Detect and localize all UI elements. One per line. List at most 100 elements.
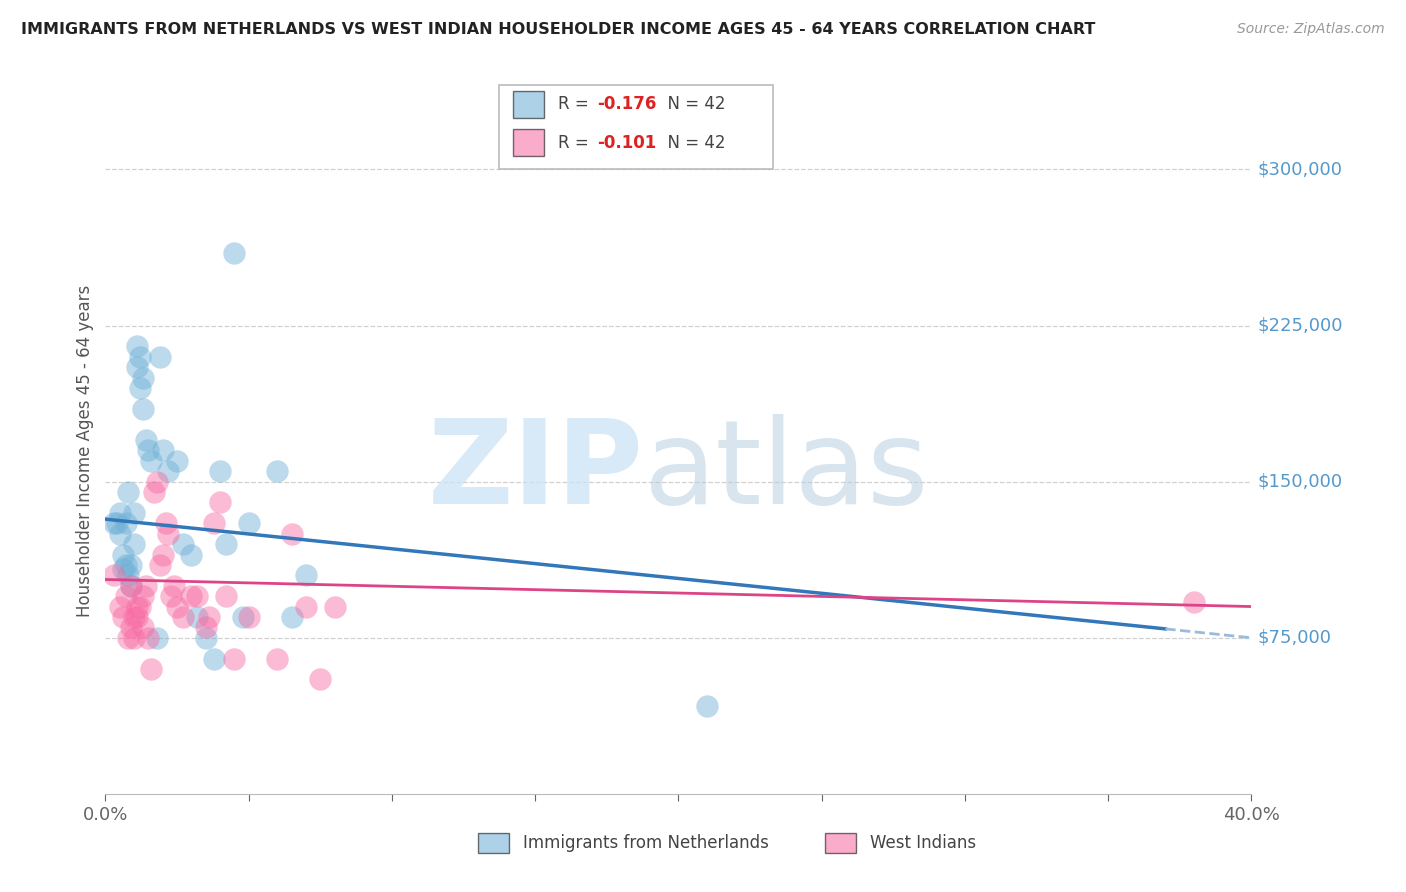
Point — [122, 610, 145, 624]
Point — [120, 620, 142, 634]
Point — [103, 568, 125, 582]
Point — [111, 610, 134, 624]
Point — [111, 562, 134, 576]
Point — [166, 454, 188, 468]
Point — [186, 589, 208, 603]
Point — [224, 245, 246, 260]
Point — [266, 464, 288, 478]
Y-axis label: Householder Income Ages 45 - 64 years: Householder Income Ages 45 - 64 years — [76, 285, 94, 616]
Point — [111, 548, 134, 562]
Point — [186, 610, 208, 624]
Point — [120, 579, 142, 593]
Point — [202, 651, 225, 665]
Text: -0.176: -0.176 — [598, 95, 657, 113]
Point — [172, 537, 194, 551]
Point — [202, 516, 225, 531]
Point — [117, 485, 139, 500]
Point — [103, 516, 125, 531]
Point — [131, 401, 153, 416]
Point — [138, 631, 160, 645]
Point — [120, 558, 142, 572]
Text: N = 42: N = 42 — [657, 95, 725, 113]
Point — [108, 506, 131, 520]
Point — [224, 651, 246, 665]
Text: N = 42: N = 42 — [657, 134, 725, 152]
Point — [131, 589, 153, 603]
Point — [122, 506, 145, 520]
Point — [160, 589, 183, 603]
Text: atlas: atlas — [644, 414, 929, 529]
Point — [238, 610, 260, 624]
Point — [194, 631, 217, 645]
Text: $300,000: $300,000 — [1257, 161, 1343, 178]
Point — [280, 610, 302, 624]
Point — [197, 610, 219, 624]
Point — [696, 699, 718, 714]
Point — [215, 537, 238, 551]
Point — [280, 526, 302, 541]
Point — [125, 599, 148, 614]
Text: R =: R = — [558, 95, 595, 113]
Point — [163, 579, 186, 593]
Point — [295, 599, 318, 614]
Point — [143, 485, 166, 500]
Point — [149, 558, 172, 572]
Text: $225,000: $225,000 — [1257, 317, 1343, 334]
Point — [166, 599, 188, 614]
Point — [138, 443, 160, 458]
Point — [135, 579, 157, 593]
Point — [149, 350, 172, 364]
Point — [155, 516, 177, 531]
Text: West Indians: West Indians — [870, 834, 976, 852]
Point — [114, 558, 136, 572]
Point — [105, 516, 128, 531]
Point — [208, 464, 231, 478]
Point — [215, 589, 238, 603]
Point — [323, 599, 346, 614]
Point — [146, 631, 169, 645]
Text: IMMIGRANTS FROM NETHERLANDS VS WEST INDIAN HOUSEHOLDER INCOME AGES 45 - 64 YEARS: IMMIGRANTS FROM NETHERLANDS VS WEST INDI… — [21, 22, 1095, 37]
Point — [108, 526, 131, 541]
Point — [238, 516, 260, 531]
Point — [122, 631, 145, 645]
Point — [172, 610, 194, 624]
Text: ZIP: ZIP — [427, 414, 644, 529]
Text: R =: R = — [558, 134, 595, 152]
Point — [131, 370, 153, 384]
Text: Immigrants from Netherlands: Immigrants from Netherlands — [523, 834, 769, 852]
Point — [309, 673, 332, 687]
Point — [125, 360, 148, 375]
Point — [180, 548, 202, 562]
Point — [146, 475, 169, 489]
Point — [141, 662, 163, 676]
Text: $150,000: $150,000 — [1257, 473, 1343, 491]
Point — [128, 381, 150, 395]
Point — [114, 516, 136, 531]
Point — [122, 537, 145, 551]
Point — [108, 599, 131, 614]
Point — [232, 610, 254, 624]
Point — [152, 548, 174, 562]
Point — [131, 620, 153, 634]
Point — [120, 579, 142, 593]
Point — [208, 495, 231, 509]
Point — [157, 464, 180, 478]
Point — [295, 568, 318, 582]
Point — [117, 568, 139, 582]
Point — [157, 526, 180, 541]
Text: -0.101: -0.101 — [598, 134, 657, 152]
Text: Source: ZipAtlas.com: Source: ZipAtlas.com — [1237, 22, 1385, 37]
Point — [194, 620, 217, 634]
Point — [266, 651, 288, 665]
Point — [1182, 595, 1205, 609]
Point — [128, 350, 150, 364]
Point — [135, 433, 157, 447]
Point — [128, 599, 150, 614]
Text: $75,000: $75,000 — [1257, 629, 1331, 647]
Point — [125, 610, 148, 624]
Point — [152, 443, 174, 458]
Point — [117, 631, 139, 645]
Point — [180, 589, 202, 603]
Point — [141, 454, 163, 468]
Point — [114, 589, 136, 603]
